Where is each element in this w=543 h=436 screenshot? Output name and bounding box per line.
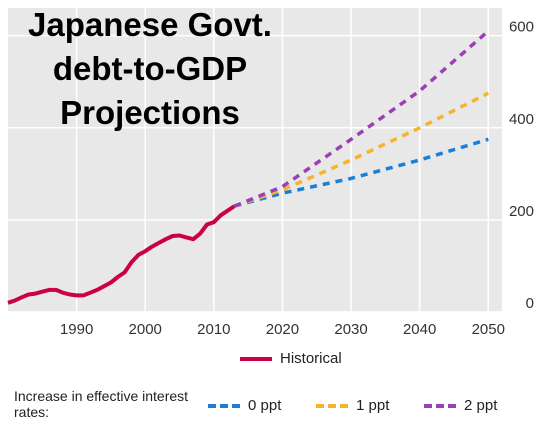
series-line-historical (7, 204, 236, 305)
chart-title-line-3: Projections (60, 94, 240, 131)
legend-1ppt-label: 1 ppt (356, 397, 390, 414)
chart-title-line-1: Japanese Govt. (28, 6, 272, 43)
legend-historical-label: Historical (280, 350, 342, 367)
x-tick-label-1990: 1990 (60, 321, 93, 338)
legend-0ppt-swatch (208, 403, 240, 408)
x-tick-label-2020: 2020 (266, 321, 299, 338)
legend-historical-swatch (240, 356, 272, 361)
x-tick-label-2000: 2000 (129, 321, 162, 338)
legend-2ppt-label: 2 ppt (464, 397, 498, 414)
legend-note: Increase in effective interest rates: (14, 388, 189, 420)
x-tick-label-2010: 2010 (197, 321, 230, 338)
y-tick-label-400: 400 (509, 111, 534, 128)
legend-item-1ppt: 1 ppt (316, 397, 389, 414)
series-line-0-ppt (233, 137, 489, 208)
series-line-1-ppt (233, 91, 490, 208)
legend-item-0ppt: 0 ppt (208, 397, 281, 414)
x-tick-label-2030: 2030 (334, 321, 367, 338)
legend-0ppt-label: 0 ppt (248, 397, 282, 414)
x-tick-label-2040: 2040 (403, 321, 436, 338)
y-tick-label-600: 600 (509, 19, 534, 36)
y-tick-label-200: 200 (509, 203, 534, 220)
legend-historical: Historical (240, 350, 342, 367)
legend-2ppt-swatch (424, 403, 456, 408)
legend-1ppt-swatch (316, 403, 348, 408)
y-tick-label-0: 0 (526, 295, 534, 312)
legend-item-2ppt: 2 ppt (424, 397, 497, 414)
chart-title-line-2: debt-to-GDP (52, 50, 248, 87)
series-line-2-ppt (233, 29, 490, 208)
x-tick-label-2050: 2050 (472, 321, 505, 338)
